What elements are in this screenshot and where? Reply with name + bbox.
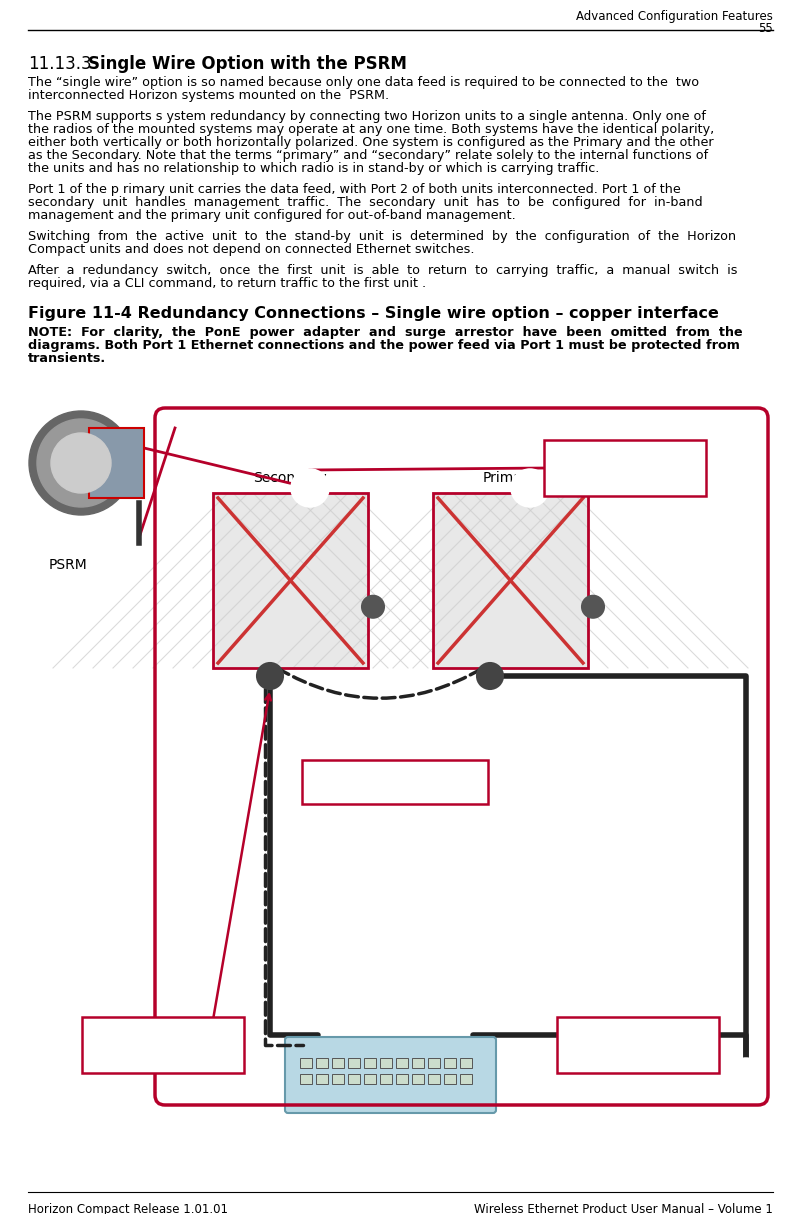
Bar <box>364 1057 376 1068</box>
Text: Switching  from  the  active  unit  to  the  stand-by  unit  is  determined  by : Switching from the active unit to the st… <box>28 229 736 243</box>
Circle shape <box>257 663 283 690</box>
Circle shape <box>582 596 604 618</box>
Text: transients.: transients. <box>28 352 106 365</box>
Text: Wireless Ethernet Product User Manual – Volume 1: Wireless Ethernet Product User Manual – … <box>474 1203 773 1214</box>
FancyBboxPatch shape <box>544 439 706 497</box>
Text: Management to: Management to <box>114 1036 212 1048</box>
Text: PSRM: PSRM <box>49 558 87 572</box>
Bar <box>28 382 773 1170</box>
Bar <box>213 493 368 668</box>
Circle shape <box>512 470 548 506</box>
Bar <box>300 1057 312 1068</box>
Bar <box>412 1057 424 1068</box>
Text: Horizon Compact Release 1.01.01: Horizon Compact Release 1.01.01 <box>28 1203 228 1214</box>
Text: The “single wire” option is so named because only one data feed is required to b: The “single wire” option is so named bec… <box>28 76 699 89</box>
Circle shape <box>37 419 125 507</box>
Text: Advanced Configuration Features: Advanced Configuration Features <box>576 10 773 23</box>
Bar <box>332 1074 344 1084</box>
Text: management and the primary unit configured for out-of-band management.: management and the primary unit configur… <box>28 209 516 222</box>
Bar <box>316 1057 328 1068</box>
Bar <box>89 429 144 498</box>
Text: as the Secondary. Note that the terms “primary” and “secondary” relate solely to: as the Secondary. Note that the terms “p… <box>28 149 708 161</box>
Bar <box>460 1057 472 1068</box>
Text: diagrams. Both Port 1 Ethernet connections and the power feed via Port 1 must be: diagrams. Both Port 1 Ethernet connectio… <box>28 339 740 352</box>
Circle shape <box>362 596 384 618</box>
Bar <box>300 1074 312 1084</box>
FancyBboxPatch shape <box>82 1017 244 1073</box>
FancyBboxPatch shape <box>302 760 488 804</box>
Bar <box>396 1057 408 1068</box>
Bar <box>332 1057 344 1068</box>
Text: linked: linked <box>606 473 644 486</box>
Bar <box>444 1074 456 1084</box>
FancyBboxPatch shape <box>285 1037 496 1113</box>
Text: Single Wire Option with the PSRM: Single Wire Option with the PSRM <box>88 55 407 73</box>
Text: the units and has no relationship to which radio is in stand-by or which is carr: the units and has no relationship to whi… <box>28 161 599 175</box>
Text: Primary: Primary <box>483 471 537 486</box>
Text: Figure 11-4 Redundancy Connections – Single wire option – copper interface: Figure 11-4 Redundancy Connections – Sin… <box>28 306 718 320</box>
Bar <box>428 1074 440 1084</box>
Text: NOTE:  For  clarity,  the  PonE  power  adapter  and  surge  arrestor  have  bee: NOTE: For clarity, the PonE power adapte… <box>28 327 743 339</box>
Text: either both vertically or both horizontally polarized. One system is configured : either both vertically or both horizonta… <box>28 136 714 149</box>
Circle shape <box>730 1059 762 1091</box>
Bar <box>213 493 368 668</box>
Bar <box>412 1074 424 1084</box>
Bar <box>428 1057 440 1068</box>
Bar <box>380 1074 392 1084</box>
Circle shape <box>477 663 503 690</box>
Text: 55: 55 <box>759 22 773 35</box>
Text: Both P2 ports linked: Both P2 ports linked <box>332 775 458 788</box>
Text: 11.13.3: 11.13.3 <box>28 55 91 73</box>
Text: BNC connectors: BNC connectors <box>575 458 675 471</box>
Text: The PSRM supports s ystem redundancy by connecting two Horizon units to a single: The PSRM supports s ystem redundancy by … <box>28 110 706 123</box>
Circle shape <box>29 412 133 515</box>
Bar <box>433 493 588 668</box>
Text: P1 of secondary: P1 of secondary <box>113 1050 213 1063</box>
Text: Secondary: Secondary <box>253 471 327 486</box>
Text: Compact units and does not depend on connected Ethernet switches.: Compact units and does not depend on con… <box>28 243 474 256</box>
Bar <box>444 1057 456 1068</box>
Text: Port 1 of the p rimary unit carries the data feed, with Port 2 of both units int: Port 1 of the p rimary unit carries the … <box>28 183 681 195</box>
Bar <box>348 1074 360 1084</box>
Bar <box>316 1074 328 1084</box>
Text: P1 of primary: P1 of primary <box>596 1050 680 1063</box>
Circle shape <box>292 470 328 506</box>
Bar <box>460 1074 472 1084</box>
FancyBboxPatch shape <box>557 1017 719 1073</box>
Bar <box>380 1057 392 1068</box>
Bar <box>348 1057 360 1068</box>
Text: Data feed to: Data feed to <box>599 1036 678 1048</box>
Bar <box>396 1074 408 1084</box>
Text: secondary  unit  handles  management  traffic.  The  secondary  unit  has  to  b: secondary unit handles management traffi… <box>28 195 702 209</box>
Circle shape <box>51 433 111 493</box>
Bar <box>433 493 588 668</box>
Circle shape <box>161 1059 193 1091</box>
Text: required, via a CLI command, to return traffic to the first unit .: required, via a CLI command, to return t… <box>28 277 426 290</box>
Text: the radios of the mounted systems may operate at any one time. Both systems have: the radios of the mounted systems may op… <box>28 123 714 136</box>
Bar <box>364 1074 376 1084</box>
Text: Ethernet Switch: Ethernet Switch <box>328 1097 453 1112</box>
Text: interconnected Horizon systems mounted on the  PSRM.: interconnected Horizon systems mounted o… <box>28 89 389 102</box>
Text: After  a  redundancy  switch,  once  the  first  unit  is  able  to  return  to : After a redundancy switch, once the firs… <box>28 263 738 277</box>
